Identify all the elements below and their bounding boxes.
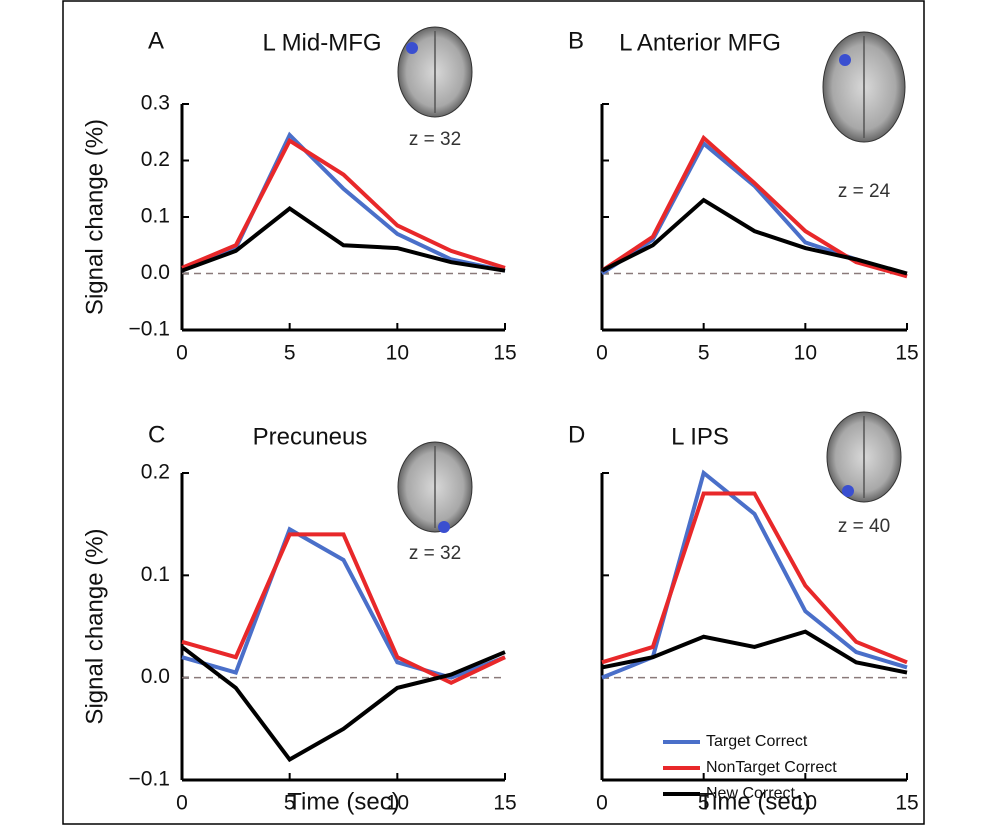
x-axis-label: Time (sec) (698, 788, 810, 815)
panel-letter: C (148, 421, 165, 448)
panel-title: L IPS (671, 423, 729, 450)
legend-label: Target Correct (706, 733, 808, 750)
x-tick-label: 5 (284, 792, 296, 815)
y-tick-label: 0.1 (141, 205, 170, 228)
y-tick-label: −0.1 (129, 768, 170, 791)
panel-title: L Anterior MFG (619, 29, 781, 56)
roi-dot (839, 54, 851, 66)
figure-border (62, 0, 925, 825)
series-line (181, 206, 506, 273)
legend-label: NonTarget Correct (706, 759, 837, 776)
series-line (181, 137, 506, 270)
x-tick-label: 10 (386, 342, 409, 365)
series-line (600, 134, 908, 279)
x-tick-label: 10 (794, 342, 817, 365)
x-tick-label: 0 (596, 342, 608, 365)
x-tick-label: 10 (794, 792, 817, 815)
roi-dot (842, 485, 854, 497)
panel-letter: B (568, 27, 584, 54)
y-tick-label: 0.2 (141, 148, 170, 171)
roi-dot (406, 42, 418, 54)
series-line (601, 197, 908, 276)
y-tick-label: 0.1 (141, 563, 170, 586)
x-tick-label: 5 (698, 342, 710, 365)
series-line (181, 526, 506, 680)
x-tick-label: 10 (386, 792, 409, 815)
x-tick-label: 15 (493, 342, 516, 365)
x-tick-label: 15 (895, 792, 918, 815)
x-tick-label: 5 (698, 792, 710, 815)
panel-letter: D (568, 421, 585, 448)
series-line (601, 491, 908, 665)
slice-annotation: z = 32 (409, 129, 461, 150)
x-tick-label: 0 (176, 792, 188, 815)
x-tick-label: 0 (596, 792, 608, 815)
y-tick-label: 0.2 (141, 461, 170, 484)
y-tick-label: 0.3 (141, 92, 170, 115)
series-line (601, 629, 908, 675)
slice-annotation: z = 24 (838, 181, 891, 202)
x-tick-label: 5 (284, 342, 296, 365)
panel-title: Precuneus (253, 423, 368, 450)
x-tick-label: 15 (895, 342, 918, 365)
panel-letter: A (148, 27, 164, 54)
slice-annotation: z = 40 (838, 516, 890, 537)
x-axis-label: Time (sec) (287, 788, 399, 815)
legend-label: New Correct (706, 785, 795, 802)
series-line (180, 645, 506, 763)
y-axis-label: Signal change (%) (81, 119, 108, 315)
series-line (600, 140, 908, 279)
series-line (181, 131, 506, 273)
slice-annotation: z = 32 (409, 543, 461, 564)
roi-dot (438, 521, 450, 533)
y-tick-label: 0.0 (141, 665, 170, 688)
y-axis-label: Signal change (%) (81, 528, 108, 724)
y-tick-label: −0.1 (129, 318, 170, 341)
panel-title: L Mid-MFG (262, 29, 381, 56)
x-tick-label: 15 (493, 792, 516, 815)
x-tick-label: 0 (176, 342, 188, 365)
y-tick-label: 0.0 (141, 261, 170, 284)
series-line (181, 532, 506, 685)
